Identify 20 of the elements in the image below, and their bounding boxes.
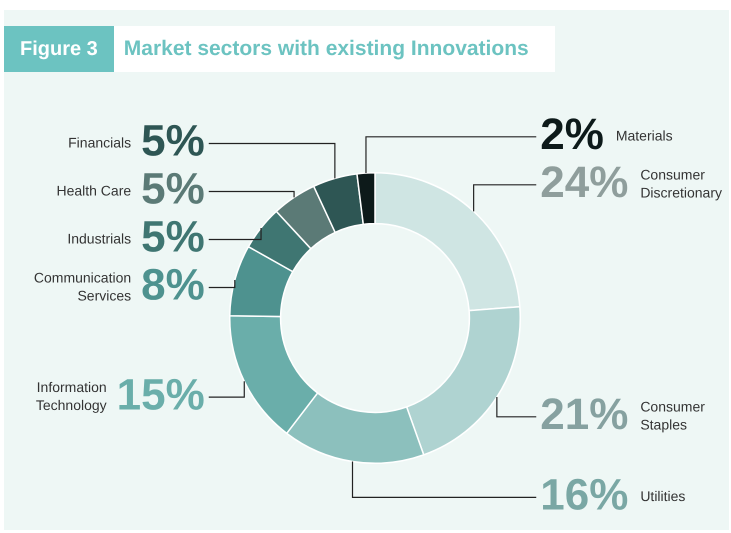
slice-label: Industrials xyxy=(67,230,132,246)
slice-label: Health Care xyxy=(56,182,132,198)
chart-title: Market sectors with existing Innovations xyxy=(114,26,555,72)
data-label: 15% xyxy=(116,370,205,420)
slice-label: Consumer Discretionary xyxy=(640,166,722,201)
caption: Figure 3 xyxy=(4,26,114,72)
data-label: 21% xyxy=(540,390,628,439)
slice-label: Financials xyxy=(68,134,132,150)
data-label: 2% xyxy=(540,110,604,159)
data-label: 24% xyxy=(540,158,628,207)
data-label: 5% xyxy=(141,164,205,214)
slice-label: Information Technology xyxy=(36,379,107,413)
data-label: 16% xyxy=(540,470,628,520)
slice-label: Communication Services xyxy=(34,269,132,304)
data-label: 8% xyxy=(141,260,205,310)
slice-label: Materials xyxy=(616,128,673,144)
slice-label: Consumer Staples xyxy=(640,398,706,433)
data-label: 5% xyxy=(141,116,205,166)
data-label: 5% xyxy=(141,212,205,262)
slice-label: Utilities xyxy=(640,488,686,504)
